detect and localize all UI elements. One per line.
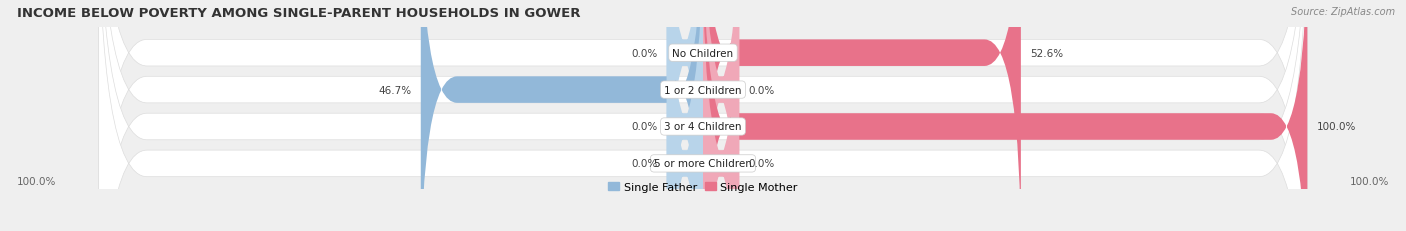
Text: 3 or 4 Children: 3 or 4 Children xyxy=(664,122,742,132)
FancyBboxPatch shape xyxy=(98,0,1308,231)
FancyBboxPatch shape xyxy=(666,0,703,231)
Text: 1 or 2 Children: 1 or 2 Children xyxy=(664,85,742,95)
Text: 0.0%: 0.0% xyxy=(748,159,775,169)
FancyBboxPatch shape xyxy=(703,0,1308,231)
Text: INCOME BELOW POVERTY AMONG SINGLE-PARENT HOUSEHOLDS IN GOWER: INCOME BELOW POVERTY AMONG SINGLE-PARENT… xyxy=(17,7,581,20)
Text: 0.0%: 0.0% xyxy=(631,49,658,58)
Text: 100.0%: 100.0% xyxy=(1350,176,1389,186)
FancyBboxPatch shape xyxy=(703,0,1021,231)
FancyBboxPatch shape xyxy=(666,0,703,231)
Text: 0.0%: 0.0% xyxy=(631,122,658,132)
FancyBboxPatch shape xyxy=(98,0,1308,231)
Text: 5 or more Children: 5 or more Children xyxy=(654,159,752,169)
FancyBboxPatch shape xyxy=(98,0,1308,231)
Text: 46.7%: 46.7% xyxy=(378,85,412,95)
Text: No Children: No Children xyxy=(672,49,734,58)
Text: 0.0%: 0.0% xyxy=(748,85,775,95)
Legend: Single Father, Single Mother: Single Father, Single Mother xyxy=(609,182,797,192)
Text: Source: ZipAtlas.com: Source: ZipAtlas.com xyxy=(1291,7,1395,17)
FancyBboxPatch shape xyxy=(666,0,703,231)
FancyBboxPatch shape xyxy=(703,0,740,231)
FancyBboxPatch shape xyxy=(420,0,703,231)
Text: 100.0%: 100.0% xyxy=(17,176,56,186)
Text: 52.6%: 52.6% xyxy=(1031,49,1063,58)
Text: 100.0%: 100.0% xyxy=(1316,122,1355,132)
Text: 0.0%: 0.0% xyxy=(631,159,658,169)
FancyBboxPatch shape xyxy=(703,0,740,231)
FancyBboxPatch shape xyxy=(98,0,1308,231)
